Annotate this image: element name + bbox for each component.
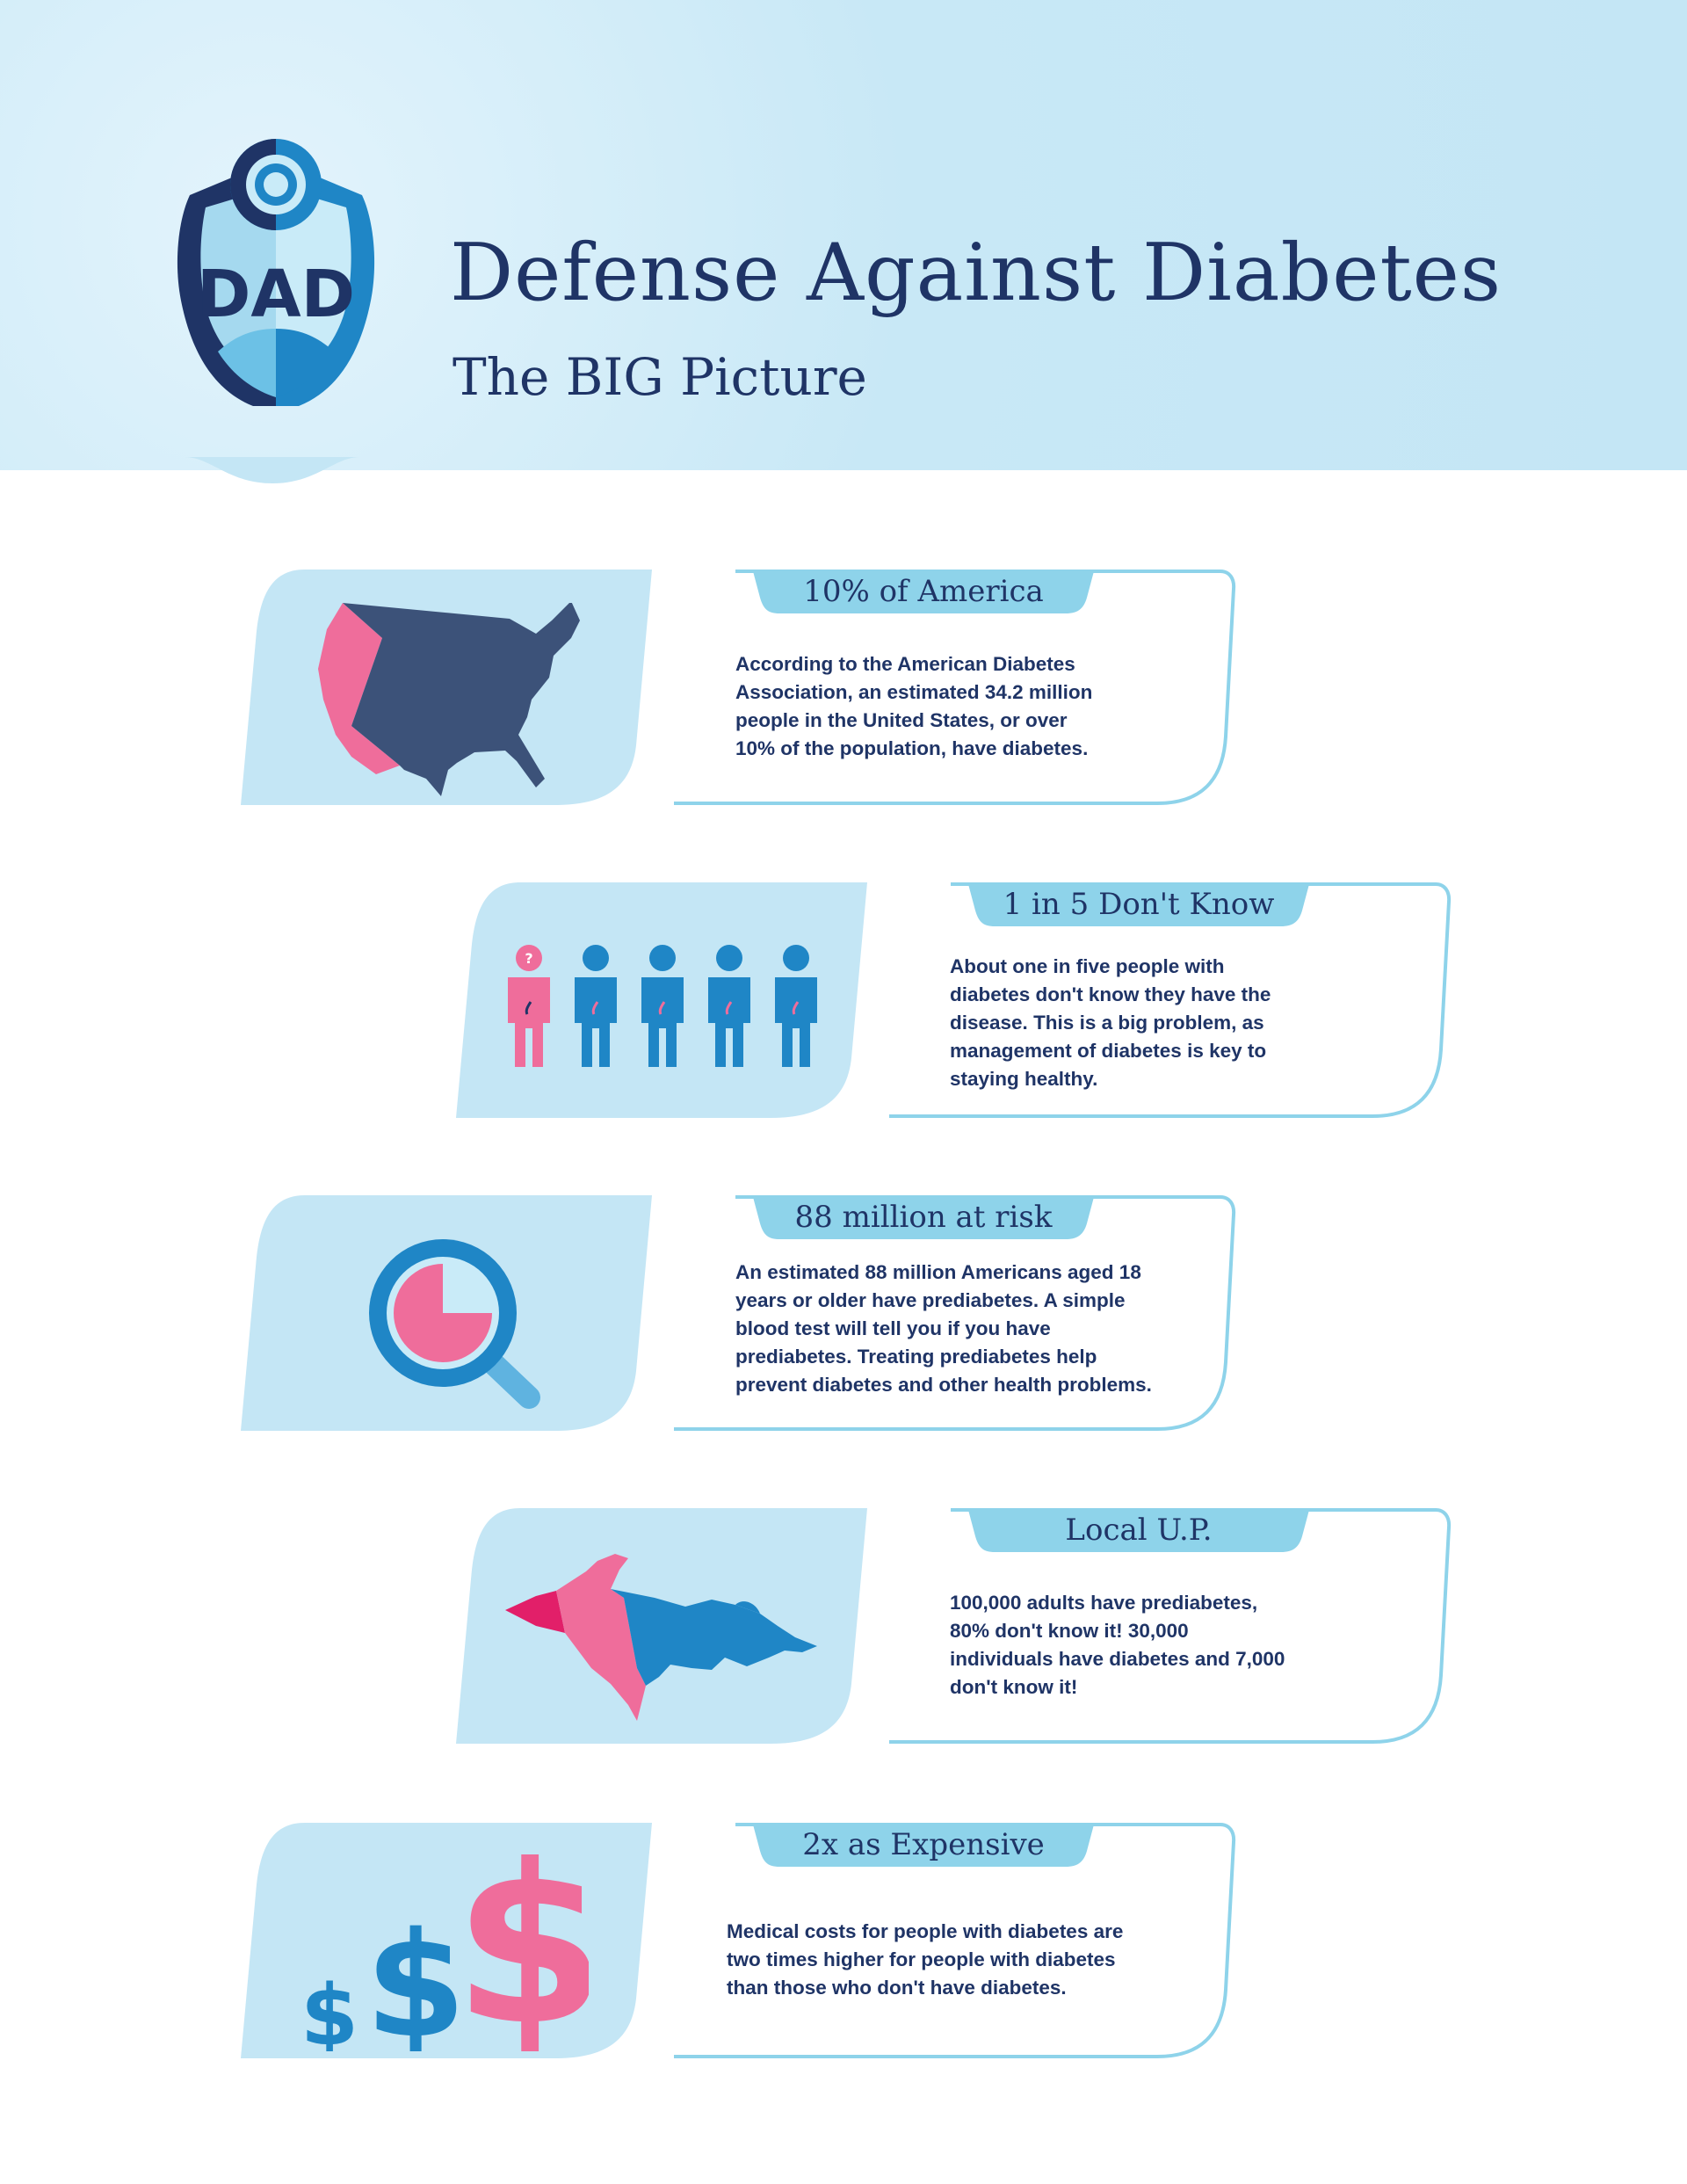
info-row-2: ? 1 in 5 Don't Know About one in five pe…	[0, 882, 1687, 1120]
info-row-1: 10% of America According to the American…	[0, 570, 1687, 807]
card-frame	[674, 1823, 1236, 2058]
people-icon: ?	[508, 945, 817, 1067]
small-dollar-icon: $	[300, 1968, 358, 2051]
card-frame	[674, 1195, 1236, 1431]
card-text: According to the American Diabetes Assoc…	[735, 653, 1093, 759]
info-row-3: 88 million at risk An estimated 88 milli…	[0, 1195, 1687, 1433]
card-frame	[674, 570, 1236, 805]
dollar-signs-icon: $ $ $	[300, 1840, 589, 2051]
person-aware-icon	[575, 945, 817, 1067]
upper-peninsula-map-icon	[505, 1554, 817, 1721]
svg-text:?: ?	[525, 950, 532, 967]
card-text: An estimated 88 million Americans aged 1…	[735, 1261, 1152, 1396]
svg-text:DAD: DAD	[197, 257, 355, 327]
magnifier-pie-icon	[369, 1239, 540, 1409]
card-text: Medical costs for people with diabetes a…	[727, 1920, 1124, 1999]
card-title: 88 million at risk	[794, 1200, 1053, 1235]
card-text: 100,000 adults have prediabetes, 80% don…	[950, 1592, 1285, 1698]
card-text: About one in five people with diabetes d…	[950, 955, 1271, 1090]
card-title: 10% of America	[803, 574, 1044, 609]
info-row-4: Local U.P. 100,000 adults have prediabet…	[0, 1508, 1687, 1745]
usa-map-icon	[318, 603, 580, 796]
logo-text: DAD	[197, 257, 355, 327]
medium-dollar-icon: $	[366, 1901, 467, 2051]
page-subtitle: The BIG Picture	[453, 347, 867, 407]
person-unaware-icon: ?	[508, 945, 550, 1067]
header-tab	[185, 457, 360, 483]
large-dollar-icon: $	[453, 1840, 589, 2051]
card-title: 2x as Expensive	[802, 1827, 1045, 1862]
card-title: 1 in 5 Don't Know	[1003, 887, 1275, 922]
icon-panel	[241, 1823, 652, 2058]
info-row-5: $ $ $ 2x as Expensive Medical costs for …	[0, 1823, 1687, 2060]
card-frame	[889, 1508, 1452, 1744]
page-title: Defense Against Diabetes	[450, 227, 1502, 319]
card-title: Local U.P.	[1065, 1513, 1213, 1548]
dad-shield-logo-icon	[177, 139, 375, 406]
card-frame	[889, 882, 1452, 1118]
